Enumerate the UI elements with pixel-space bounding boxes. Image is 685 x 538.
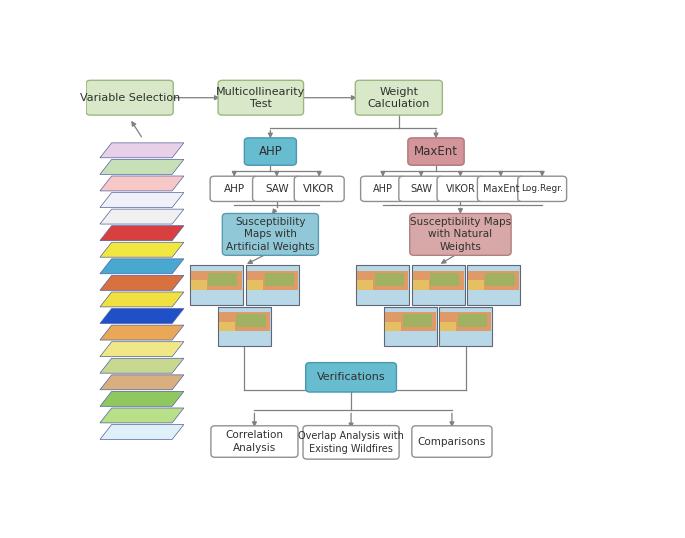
FancyBboxPatch shape — [440, 322, 456, 331]
Polygon shape — [100, 259, 184, 274]
FancyBboxPatch shape — [247, 280, 263, 289]
Text: MaxEnt: MaxEnt — [482, 184, 519, 194]
Text: Variable Selection: Variable Selection — [79, 93, 180, 103]
FancyBboxPatch shape — [468, 280, 484, 289]
FancyBboxPatch shape — [306, 363, 397, 392]
Text: VIKOR: VIKOR — [445, 184, 475, 194]
Polygon shape — [100, 375, 184, 390]
FancyBboxPatch shape — [410, 214, 511, 256]
FancyBboxPatch shape — [466, 265, 520, 305]
FancyBboxPatch shape — [219, 312, 270, 331]
Text: SAW: SAW — [410, 184, 432, 194]
FancyBboxPatch shape — [245, 138, 297, 165]
Text: SAW: SAW — [265, 184, 288, 194]
FancyBboxPatch shape — [375, 273, 404, 286]
Polygon shape — [100, 392, 184, 406]
Text: Susceptibility
Maps with
Artificial Weights: Susceptibility Maps with Artificial Weig… — [226, 217, 314, 252]
FancyBboxPatch shape — [210, 176, 258, 201]
FancyBboxPatch shape — [403, 314, 432, 327]
FancyBboxPatch shape — [412, 271, 464, 289]
FancyBboxPatch shape — [211, 426, 298, 457]
Polygon shape — [100, 275, 184, 291]
FancyBboxPatch shape — [399, 176, 443, 201]
Polygon shape — [100, 176, 184, 191]
FancyBboxPatch shape — [86, 80, 173, 115]
Text: Susceptibility Maps
with Natural
Weights: Susceptibility Maps with Natural Weights — [410, 217, 511, 252]
Text: Overlap Analysis with
Existing Wildfires: Overlap Analysis with Existing Wildfires — [298, 431, 404, 454]
FancyBboxPatch shape — [190, 271, 242, 289]
FancyBboxPatch shape — [208, 273, 238, 286]
Text: MaxEnt: MaxEnt — [414, 145, 458, 158]
Text: VIKOR: VIKOR — [303, 184, 335, 194]
Polygon shape — [100, 292, 184, 307]
FancyBboxPatch shape — [412, 280, 429, 289]
Polygon shape — [100, 342, 184, 357]
Text: Weight
Calculation: Weight Calculation — [368, 87, 430, 109]
FancyBboxPatch shape — [295, 176, 344, 201]
FancyBboxPatch shape — [190, 280, 207, 289]
Text: Correlation
Analysis: Correlation Analysis — [225, 430, 284, 453]
FancyBboxPatch shape — [303, 426, 399, 459]
FancyBboxPatch shape — [412, 426, 492, 457]
FancyBboxPatch shape — [218, 80, 303, 115]
Polygon shape — [100, 408, 184, 423]
FancyBboxPatch shape — [385, 322, 401, 331]
Polygon shape — [100, 242, 184, 257]
FancyBboxPatch shape — [190, 265, 242, 305]
Polygon shape — [100, 226, 184, 240]
FancyBboxPatch shape — [477, 176, 524, 201]
FancyBboxPatch shape — [218, 307, 271, 346]
FancyBboxPatch shape — [440, 312, 491, 331]
Text: Log.Regr.: Log.Regr. — [521, 185, 563, 193]
Text: Comparisons: Comparisons — [418, 436, 486, 447]
FancyBboxPatch shape — [219, 322, 235, 331]
Polygon shape — [100, 209, 184, 224]
FancyBboxPatch shape — [408, 138, 464, 165]
Polygon shape — [100, 424, 184, 440]
FancyBboxPatch shape — [518, 176, 566, 201]
Polygon shape — [100, 143, 184, 158]
FancyBboxPatch shape — [437, 176, 484, 201]
FancyBboxPatch shape — [486, 273, 514, 286]
Text: AHP: AHP — [224, 184, 245, 194]
Polygon shape — [100, 309, 184, 323]
Polygon shape — [100, 325, 184, 340]
FancyBboxPatch shape — [412, 265, 464, 305]
FancyBboxPatch shape — [439, 307, 493, 346]
FancyBboxPatch shape — [458, 314, 487, 327]
FancyBboxPatch shape — [253, 176, 301, 201]
Text: AHP: AHP — [258, 145, 282, 158]
FancyBboxPatch shape — [430, 273, 460, 286]
FancyBboxPatch shape — [223, 214, 319, 256]
FancyBboxPatch shape — [264, 273, 294, 286]
Text: Verifications: Verifications — [316, 372, 386, 383]
FancyBboxPatch shape — [246, 265, 299, 305]
Text: Multicollinearity
Test: Multicollinearity Test — [216, 87, 306, 109]
Polygon shape — [100, 159, 184, 174]
Polygon shape — [100, 193, 184, 208]
FancyBboxPatch shape — [384, 307, 437, 346]
FancyBboxPatch shape — [356, 80, 443, 115]
FancyBboxPatch shape — [236, 314, 266, 327]
FancyBboxPatch shape — [358, 271, 408, 289]
FancyBboxPatch shape — [468, 271, 519, 289]
Polygon shape — [100, 358, 184, 373]
FancyBboxPatch shape — [360, 176, 406, 201]
FancyBboxPatch shape — [356, 265, 410, 305]
Text: AHP: AHP — [373, 184, 393, 194]
FancyBboxPatch shape — [358, 280, 373, 289]
FancyBboxPatch shape — [247, 271, 298, 289]
FancyBboxPatch shape — [385, 312, 436, 331]
